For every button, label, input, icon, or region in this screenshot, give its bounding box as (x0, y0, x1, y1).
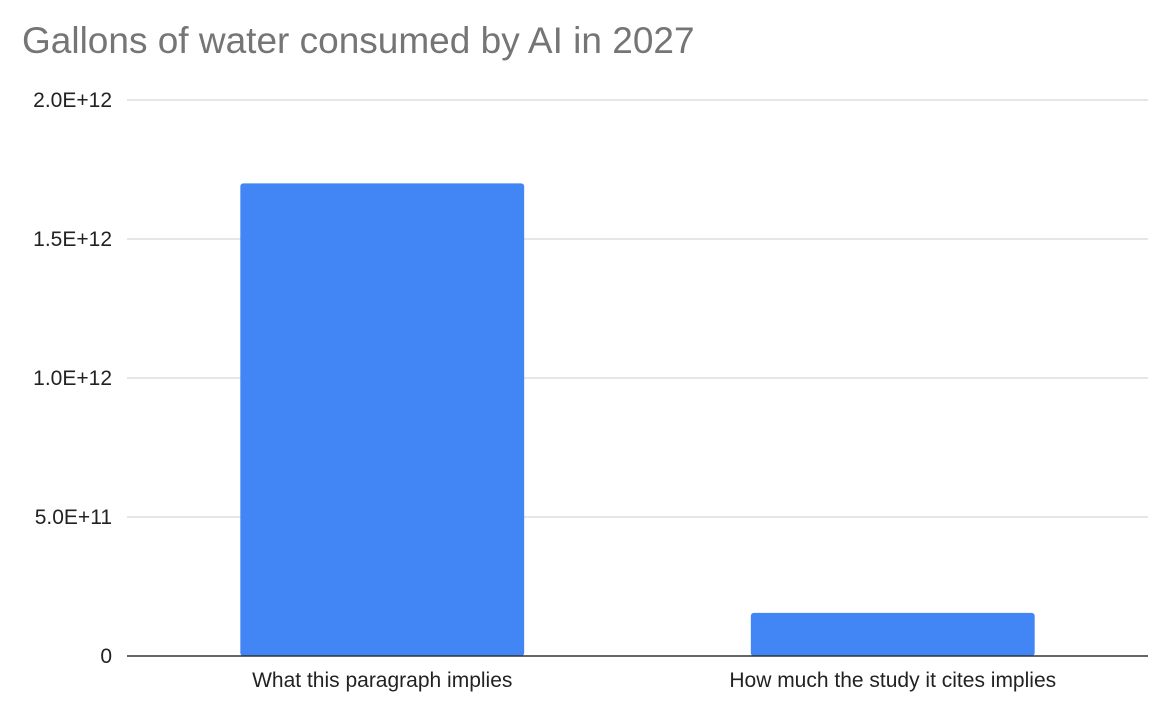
x-category-label: What this paragraph implies (252, 669, 512, 692)
y-tick-label: 1.0E+12 (33, 367, 112, 390)
y-tick-label: 0 (100, 645, 112, 668)
bar (240, 183, 525, 656)
y-tick-label: 1.5E+12 (33, 228, 112, 251)
y-tick-label: 2.0E+12 (33, 89, 112, 112)
chart-title: Gallons of water consumed by AI in 2027 (22, 20, 695, 61)
bar (750, 612, 1035, 656)
x-category-label: How much the study it cites implies (729, 669, 1056, 692)
y-tick-label: 5.0E+11 (35, 506, 112, 529)
